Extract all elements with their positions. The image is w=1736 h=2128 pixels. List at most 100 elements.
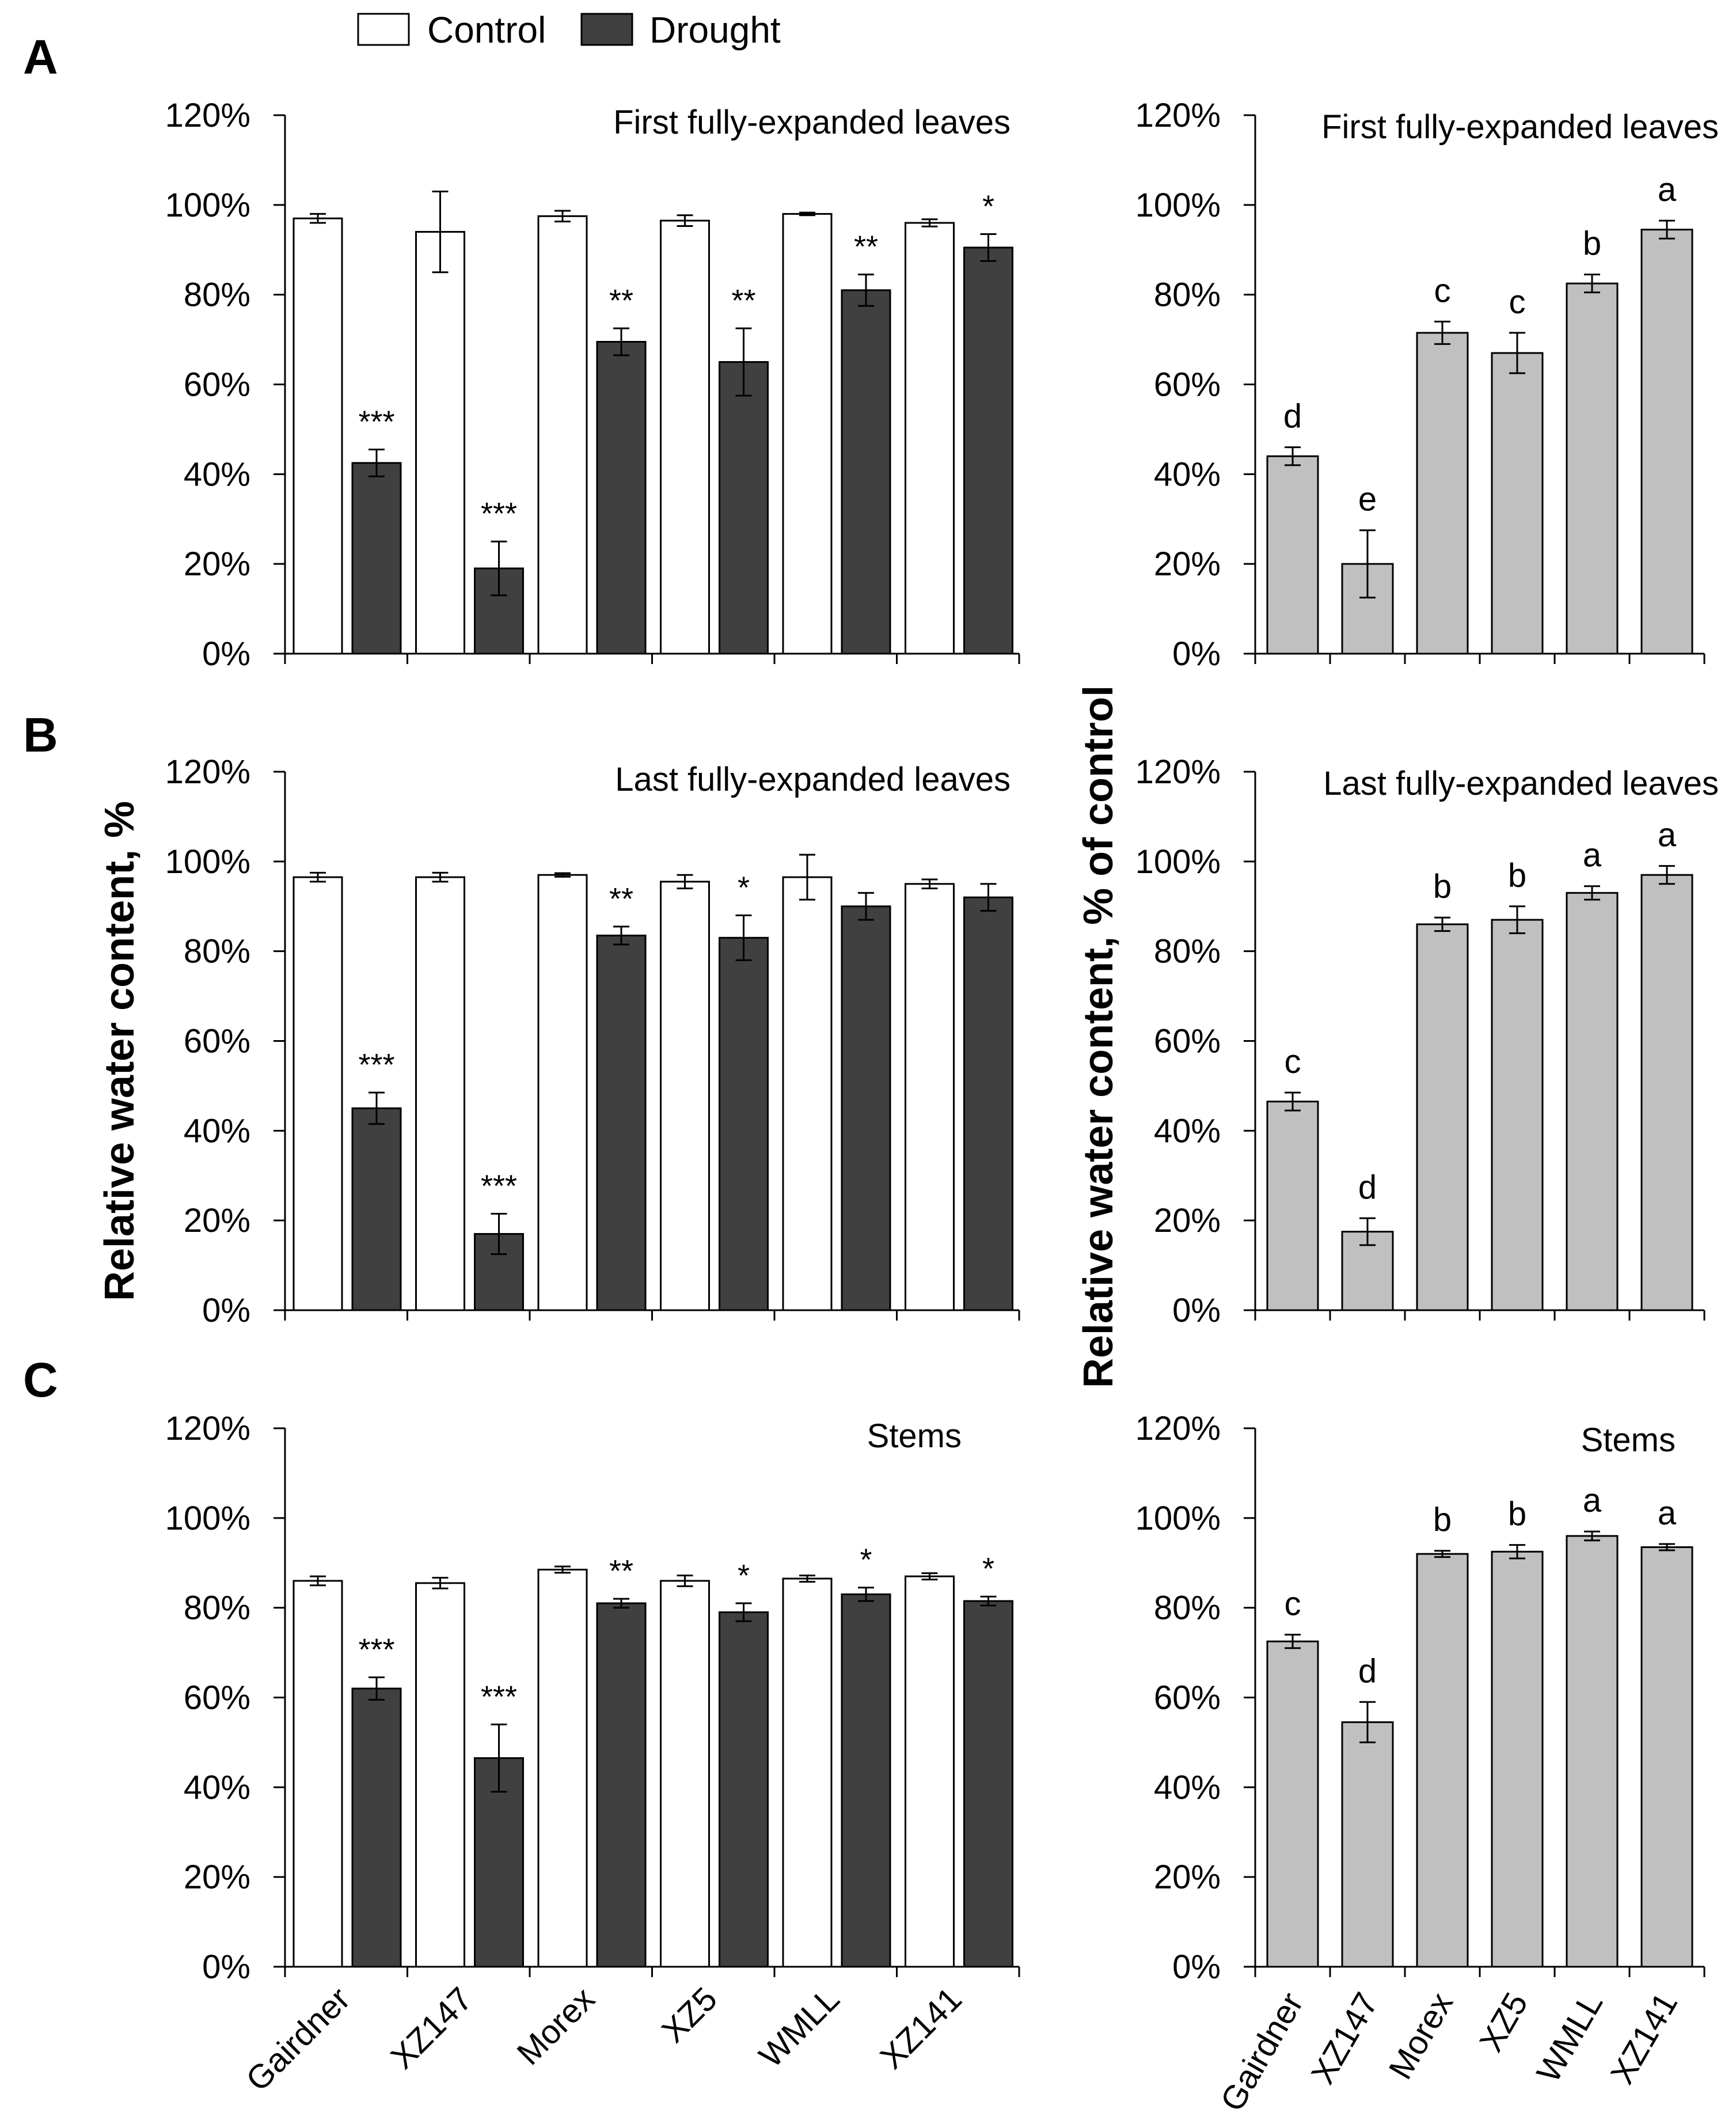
y-tick-label: 40% bbox=[1154, 456, 1221, 493]
y-tick-label: 60% bbox=[184, 1679, 250, 1717]
panel-title: Stems bbox=[867, 1417, 962, 1455]
significance-letter: c bbox=[1285, 1043, 1301, 1080]
y-tick-label: 120% bbox=[165, 97, 250, 134]
bar-percent-control bbox=[1491, 352, 1544, 655]
y-tick-label: 20% bbox=[184, 1858, 250, 1896]
panel-title: Last fully-expanded leaves bbox=[615, 761, 1011, 798]
bar-percent-control bbox=[1266, 1101, 1319, 1311]
significance-letter: b bbox=[1508, 1496, 1526, 1533]
y-tick-label: 60% bbox=[184, 1023, 250, 1060]
x-category-label: Morex bbox=[1381, 1986, 1460, 2085]
panel-label-c: C bbox=[23, 1353, 58, 1407]
panel-title: First fully-expanded leaves bbox=[613, 104, 1011, 141]
bar-percent-control bbox=[1416, 923, 1469, 1311]
bar-control bbox=[293, 217, 343, 655]
bar-percent-control bbox=[1266, 455, 1319, 655]
bar-drought bbox=[596, 1602, 647, 1968]
significance-label: ** bbox=[609, 1554, 633, 1588]
y-tick-label: 80% bbox=[1154, 276, 1221, 314]
legend-control-label: Control bbox=[427, 9, 546, 51]
significance-letter: a bbox=[1658, 1494, 1677, 1532]
x-category-label: XZ5 bbox=[655, 1980, 724, 2050]
significance-letter: c bbox=[1509, 283, 1526, 321]
bar-control bbox=[660, 1580, 710, 1968]
y-tick-label: 60% bbox=[1154, 1679, 1221, 1717]
bar-percent-control bbox=[1491, 1550, 1544, 1968]
significance-letter: a bbox=[1583, 1482, 1602, 1519]
significance-label: ** bbox=[854, 230, 878, 264]
panel-label-b: B bbox=[23, 708, 58, 762]
significance-label: * bbox=[982, 1552, 994, 1586]
bar-drought bbox=[351, 462, 402, 655]
bar-percent-control bbox=[1341, 1721, 1394, 1968]
y-tick-label: 120% bbox=[1135, 1410, 1221, 1447]
y-tick-label: 0% bbox=[202, 635, 250, 673]
y-axis-label-left: Relative water content, % bbox=[97, 801, 143, 1301]
significance-letter: a bbox=[1658, 171, 1677, 208]
y-tick-label: 0% bbox=[202, 1948, 250, 1986]
significance-label: ** bbox=[609, 882, 633, 916]
bar-percent-control bbox=[1566, 282, 1619, 655]
significance-label: ** bbox=[609, 283, 633, 318]
y-tick-label: 60% bbox=[1154, 366, 1221, 404]
y-tick-label: 80% bbox=[1154, 933, 1221, 970]
bar-percent-control bbox=[1266, 1640, 1319, 1968]
x-category-label: XZ147 bbox=[1304, 1986, 1386, 2090]
legend-drought-label: Drought bbox=[649, 9, 781, 51]
y-tick-label: 40% bbox=[1154, 1112, 1221, 1150]
bar-drought bbox=[719, 361, 769, 655]
significance-label: * bbox=[860, 1543, 872, 1577]
significance-label: *** bbox=[481, 1679, 517, 1714]
bar-drought bbox=[474, 1757, 524, 1968]
x-category-label: Gairdner bbox=[239, 1980, 358, 2099]
bar-drought bbox=[719, 936, 769, 1311]
bar-control bbox=[905, 1575, 955, 1968]
y-tick-label: 120% bbox=[165, 753, 250, 791]
chart-panel-c-right: 0% 20% 40% 60% 80% 100% 120% Stems c Gairdner d XZ1… bbox=[1135, 1410, 1705, 2118]
bar-control bbox=[782, 213, 833, 655]
panel-title: Last fully-expanded leaves bbox=[1323, 765, 1719, 802]
bar-drought bbox=[351, 1687, 402, 1968]
bar-control bbox=[905, 883, 955, 1311]
bar-drought bbox=[351, 1107, 402, 1311]
significance-letter: a bbox=[1583, 837, 1602, 874]
y-tick-label: 80% bbox=[184, 1590, 250, 1627]
bar-control bbox=[293, 876, 343, 1311]
legend-control-swatch bbox=[357, 13, 410, 46]
chart-panel-b-left: 0% 20% 40% 60% 80% 100% 120% Last fully-expande… bbox=[165, 753, 1020, 1329]
bar-control bbox=[782, 876, 833, 1311]
y-tick-label: 100% bbox=[1135, 843, 1221, 881]
significance-label: *** bbox=[481, 1169, 517, 1203]
significance-letter: a bbox=[1658, 817, 1677, 854]
chart-panel-a-right: 0% 20% 40% 60% 80% 100% 120% First fully-expand… bbox=[1135, 97, 1719, 673]
bar-percent-control bbox=[1640, 229, 1693, 655]
significance-letter: c bbox=[1434, 272, 1451, 309]
bar-control bbox=[537, 215, 588, 655]
significance-letter: b bbox=[1508, 857, 1526, 894]
significance-letter: d bbox=[1358, 1652, 1377, 1690]
bar-percent-control bbox=[1566, 1535, 1619, 1968]
significance-label: *** bbox=[358, 1048, 394, 1082]
y-tick-label: 40% bbox=[1154, 1769, 1221, 1806]
x-category-label: Gairdner bbox=[1213, 1986, 1310, 2118]
y-tick-label: 80% bbox=[184, 933, 250, 970]
y-tick-label: 100% bbox=[165, 843, 250, 881]
y-tick-label: 100% bbox=[1135, 187, 1221, 224]
y-tick-label: 0% bbox=[1172, 1948, 1221, 1986]
bar-control bbox=[415, 876, 465, 1311]
bar-drought bbox=[719, 1611, 769, 1968]
x-category-label: WMLL bbox=[1529, 1986, 1610, 2089]
bar-drought bbox=[963, 246, 1013, 655]
bar-percent-control bbox=[1491, 919, 1544, 1311]
y-tick-label: 80% bbox=[184, 276, 250, 314]
y-tick-label: 20% bbox=[184, 1202, 250, 1239]
bar-control bbox=[293, 1580, 343, 1968]
y-tick-label: 120% bbox=[1135, 753, 1221, 791]
bar-percent-control bbox=[1416, 332, 1469, 655]
legend: Control Drought bbox=[357, 9, 781, 51]
significance-letter: b bbox=[1433, 868, 1452, 905]
significance-letter: e bbox=[1358, 481, 1377, 518]
bar-drought bbox=[841, 1593, 891, 1968]
bar-control bbox=[905, 222, 955, 655]
